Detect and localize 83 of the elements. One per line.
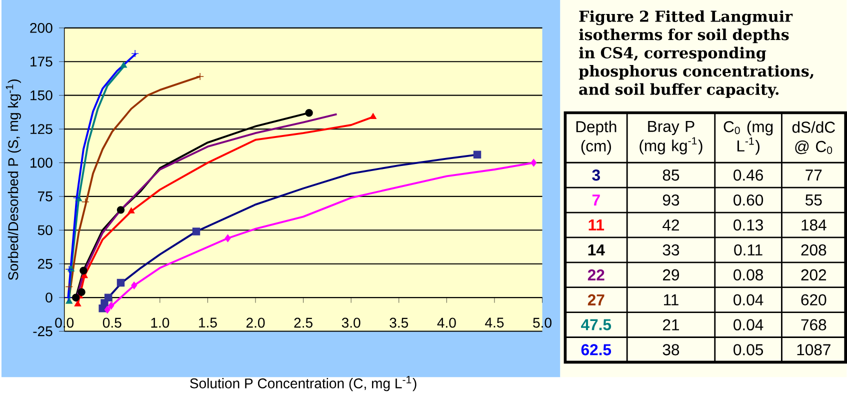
y-tick-label: -25 <box>33 326 52 336</box>
point <box>65 282 73 291</box>
x-tick-label: 2.5 <box>294 318 312 328</box>
text: 0.13 <box>734 219 763 231</box>
text: 22 <box>588 269 604 280</box>
point <box>196 72 204 80</box>
text: 38 <box>662 344 680 356</box>
category-label: Depth (cm) <box>576 120 616 155</box>
text: 7 <box>592 194 600 206</box>
point <box>473 150 482 159</box>
point <box>72 294 80 302</box>
text: 768 <box>801 319 826 330</box>
y-tick-label: 50 <box>38 225 52 236</box>
text: 0.46 <box>734 170 763 181</box>
text: 47.5 <box>581 319 612 330</box>
y-tick-label: 0 <box>46 292 52 303</box>
text: 1087 <box>797 344 830 356</box>
x-tick-label: 5.0 <box>533 318 552 328</box>
point <box>370 113 376 120</box>
text: 85 <box>662 170 680 181</box>
category-label: dS/dC @ C$_{0}$ <box>792 121 835 154</box>
text: 0.05 <box>734 344 763 356</box>
point <box>65 265 73 274</box>
y-tick-label: 100 <box>30 158 52 168</box>
point <box>108 302 114 310</box>
point <box>131 50 139 58</box>
text: 0.60 <box>734 194 764 206</box>
text: 3 <box>592 170 600 181</box>
text: 184 <box>802 219 826 231</box>
point <box>120 62 127 68</box>
point <box>74 300 82 306</box>
y-axis-title: Sorbed/Desorbed P (S, mg kg$^{-1}$) <box>6 79 21 280</box>
text: 0.04 <box>734 294 764 306</box>
text: 0.08 <box>734 269 763 280</box>
x-axis-title: Solution P Concentration (C, mg L$^{-1}$) <box>190 376 416 392</box>
text: 27 <box>588 294 604 306</box>
x-tick-label: 0.5 <box>102 318 122 328</box>
line-series <box>67 52 137 299</box>
point <box>224 234 231 242</box>
text: 11 <box>664 294 678 306</box>
point <box>128 207 135 214</box>
y-tick-label: 150 <box>30 90 52 100</box>
text: 42 <box>662 219 679 231</box>
y-tick-label: 175 <box>30 56 52 67</box>
category-label: C$_{0}$ (mg L$^{-1}$) <box>724 120 773 155</box>
point <box>116 278 125 287</box>
y-tick-label: 125 <box>30 124 52 134</box>
y-tick-label: 25 <box>38 258 52 269</box>
point <box>131 282 138 290</box>
text: 620 <box>801 294 826 306</box>
x-tick-label: 2.0 <box>246 318 265 328</box>
text: 93 <box>662 194 680 206</box>
text: 14 <box>588 244 605 256</box>
x-tick-label: 4.0 <box>437 318 456 328</box>
point <box>530 158 537 167</box>
x-tick-label: 3.0 <box>342 318 360 328</box>
text: Figure 2 Fitted Langmuir isotherms for soil depths in CS4, corresponding phosphorus concentrations, and soil buffer capacity. <box>578 10 814 98</box>
text: 0.04 <box>734 319 764 330</box>
point <box>72 194 81 202</box>
point <box>192 228 200 236</box>
point <box>78 288 86 296</box>
y-tick-label: 200 <box>30 22 52 33</box>
y-tick-label: 75 <box>38 192 52 202</box>
text: 62.5 <box>581 344 612 356</box>
category-label: Bray P (mg kg$^{-1}$) <box>640 120 702 154</box>
x-tick-label: 1.0 <box>151 318 170 328</box>
point <box>104 294 112 302</box>
text: 55 <box>806 194 822 206</box>
text: 208 <box>801 244 826 256</box>
text: 77 <box>806 170 822 181</box>
point <box>116 206 125 214</box>
x-tick-label: 3.5 <box>390 318 408 328</box>
point <box>104 306 110 314</box>
x-tick-label: 1.5 <box>199 318 217 328</box>
point <box>305 109 313 117</box>
text: 11 <box>588 220 604 230</box>
text: 29 <box>663 269 680 280</box>
text: 21 <box>663 319 679 330</box>
text: 0.11 <box>734 244 762 256</box>
point <box>80 266 88 274</box>
text: 33 <box>662 244 680 256</box>
x-tick-label: 4.5 <box>485 318 504 328</box>
text: 202 <box>801 269 826 280</box>
